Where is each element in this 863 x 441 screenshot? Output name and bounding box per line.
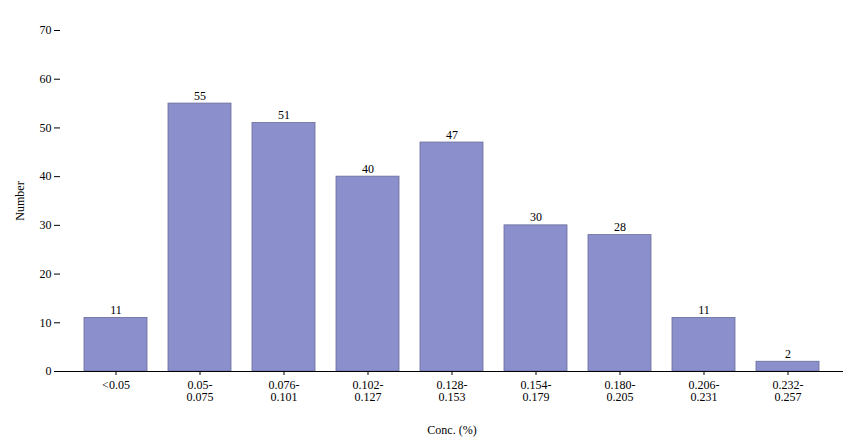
svg-text:0.180-0.205: 0.180-0.205	[605, 378, 636, 404]
svg-text:28: 28	[614, 220, 626, 234]
svg-text:30: 30	[40, 218, 52, 232]
svg-text:11: 11	[110, 303, 122, 317]
svg-text:0.154-0.179: 0.154-0.179	[521, 378, 552, 404]
svg-text:0.05-0.075: 0.05-0.075	[187, 378, 214, 404]
svg-text:0.128-0.153: 0.128-0.153	[437, 378, 468, 404]
svg-text:<0.05: <0.05	[102, 378, 130, 392]
svg-text:0.206-0.231: 0.206-0.231	[689, 378, 720, 404]
svg-text:40: 40	[40, 169, 52, 183]
svg-text:2: 2	[785, 347, 791, 361]
svg-text:30: 30	[530, 210, 542, 224]
svg-text:0.076-0.101: 0.076-0.101	[269, 378, 300, 404]
svg-text:70: 70	[40, 23, 52, 37]
svg-text:0: 0	[46, 364, 52, 378]
svg-text:55: 55	[194, 89, 206, 103]
svg-text:0.232-0.257: 0.232-0.257	[773, 378, 804, 404]
svg-text:11: 11	[698, 303, 710, 317]
svg-text:10: 10	[40, 316, 52, 330]
svg-text:50: 50	[40, 121, 52, 135]
svg-text:20: 20	[40, 267, 52, 281]
svg-text:47: 47	[446, 128, 458, 142]
svg-text:40: 40	[362, 162, 374, 176]
svg-text:51: 51	[278, 108, 290, 122]
svg-text:0.102-0.127: 0.102-0.127	[353, 378, 384, 404]
svg-text:Conc. (%): Conc. (%)	[427, 423, 476, 437]
svg-text:60: 60	[40, 72, 52, 86]
svg-text:Number: Number	[13, 181, 27, 220]
